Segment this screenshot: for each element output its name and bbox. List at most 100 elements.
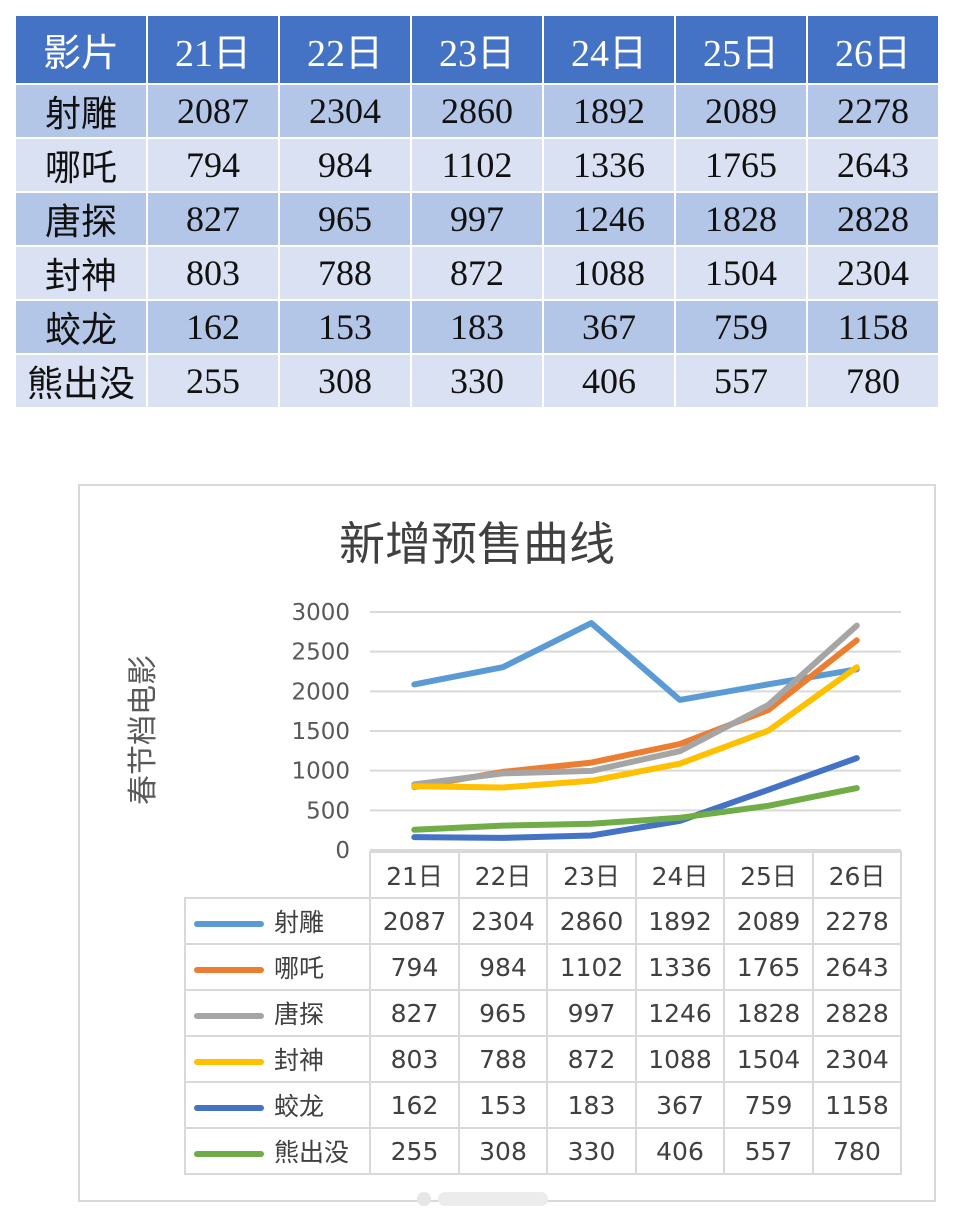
value-cell: 2643	[806, 137, 940, 193]
y-tick-label: 1500	[291, 719, 350, 745]
data-label: 2278	[812, 897, 902, 945]
value-cell: 1102	[410, 137, 544, 193]
value-cell: 984	[278, 137, 412, 193]
table-row: 熊出没 255 308 330 406 557 780	[14, 353, 940, 409]
y-tick-label: 1000	[291, 759, 350, 785]
x-tick-label: 26日	[812, 851, 902, 899]
value-cell: 872	[410, 245, 544, 301]
data-label: 162	[369, 1081, 460, 1129]
value-cell: 965	[278, 191, 412, 247]
legend-swatch	[194, 967, 264, 973]
data-label: 872	[546, 1035, 637, 1083]
series-line-5	[411, 755, 860, 841]
data-label: 255	[369, 1127, 460, 1175]
value-cell: 406	[542, 353, 676, 409]
value-cell: 1765	[674, 137, 808, 193]
value-cell: 1088	[542, 245, 676, 301]
data-label: 803	[369, 1035, 460, 1083]
y-tick-label: 500	[306, 798, 350, 824]
data-label: 1828	[723, 989, 814, 1037]
legend-entry: 熊出没	[184, 1127, 371, 1175]
header-day: 25日	[674, 14, 808, 85]
data-label: 1158	[812, 1081, 902, 1129]
series-line-4	[411, 664, 860, 791]
data-label: 2087	[369, 897, 460, 945]
data-label: 2304	[458, 897, 548, 945]
value-cell: 803	[146, 245, 280, 301]
data-table-row: 熊出没 255 308 330 406 557 780	[184, 1127, 902, 1175]
value-cell: 557	[674, 353, 808, 409]
watermark-dots	[417, 1192, 548, 1206]
value-cell: 788	[278, 245, 412, 301]
data-table-row: 蛟龙 162 153 183 367 759 1158	[184, 1081, 902, 1129]
data-label: 984	[458, 943, 548, 991]
data-label: 367	[635, 1081, 725, 1129]
value-cell: 308	[278, 353, 412, 409]
value-cell: 1828	[674, 191, 808, 247]
value-cell: 2304	[806, 245, 940, 301]
legend-entry: 蛟龙	[184, 1081, 371, 1129]
data-label: 1246	[635, 989, 725, 1037]
legend-swatch	[194, 1105, 264, 1111]
value-cell: 183	[410, 299, 544, 355]
value-cell: 2087	[146, 83, 280, 139]
data-table-corner	[185, 852, 371, 899]
table-row: 蛟龙 162 153 183 367 759 1158	[14, 299, 940, 355]
film-name-cell: 封神	[14, 245, 148, 301]
data-label: 2828	[812, 989, 902, 1037]
value-cell: 2304	[278, 83, 412, 139]
film-name-cell: 射雕	[14, 83, 148, 139]
chart-data-table: 21日 22日 23日 24日 25日 26日 射雕 2087 2304 2860 18…	[184, 851, 902, 1175]
header-day: 24日	[542, 14, 676, 85]
data-label: 788	[458, 1035, 548, 1083]
value-cell: 2828	[806, 191, 940, 247]
data-label: 2089	[723, 897, 814, 945]
data-label: 406	[635, 1127, 725, 1175]
legend-swatch	[194, 1151, 264, 1157]
value-cell: 997	[410, 191, 544, 247]
data-table-row: 哪吒 794 984 1102 1336 1765 2643	[184, 943, 902, 991]
series-line-1	[411, 620, 860, 703]
value-cell: 759	[674, 299, 808, 355]
value-cell: 2089	[674, 83, 808, 139]
data-label: 759	[723, 1081, 814, 1129]
value-cell: 255	[146, 353, 280, 409]
legend-label: 熊出没	[274, 1138, 350, 1167]
value-cell: 2278	[806, 83, 940, 139]
data-label: 308	[458, 1127, 548, 1175]
legend-label: 蛟龙	[274, 1092, 325, 1121]
legend-entry: 封神	[184, 1035, 371, 1083]
x-tick-label: 25日	[723, 851, 814, 899]
table-row: 唐探 827 965 997 1246 1828 2828	[14, 191, 940, 247]
data-table-row: 封神 803 788 872 1088 1504 2304	[184, 1035, 902, 1083]
value-cell: 1336	[542, 137, 676, 193]
data-label: 1336	[635, 943, 725, 991]
x-tick-label: 22日	[458, 851, 548, 899]
legend-swatch	[194, 1013, 264, 1019]
data-label: 153	[458, 1081, 548, 1129]
value-cell: 1246	[542, 191, 676, 247]
table-row: 封神 803 788 872 1088 1504 2304	[14, 245, 940, 301]
legend-label: 封神	[274, 1046, 325, 1075]
table-row: 射雕 2087 2304 2860 1892 2089 2278	[14, 83, 940, 139]
value-cell: 153	[278, 299, 412, 355]
legend-label: 唐探	[274, 1000, 325, 1029]
legend-entry: 唐探	[184, 989, 371, 1037]
header-day: 22日	[278, 14, 412, 85]
x-tick-label: 21日	[369, 851, 460, 899]
value-cell: 1504	[674, 245, 808, 301]
data-label: 780	[812, 1127, 902, 1175]
data-table-header: 21日 22日 23日 24日 25日 26日	[185, 851, 902, 899]
film-name-cell: 哪吒	[14, 137, 148, 193]
value-cell: 780	[806, 353, 940, 409]
y-tick-label: 3000	[291, 600, 350, 626]
data-label: 557	[723, 1127, 814, 1175]
x-tick-label: 23日	[546, 851, 637, 899]
header-day: 23日	[410, 14, 544, 85]
header-day: 26日	[806, 14, 940, 85]
value-cell: 794	[146, 137, 280, 193]
data-label: 2860	[546, 897, 637, 945]
legend-swatch	[194, 921, 264, 927]
data-table-row: 唐探 827 965 997 1246 1828 2828	[184, 989, 902, 1037]
